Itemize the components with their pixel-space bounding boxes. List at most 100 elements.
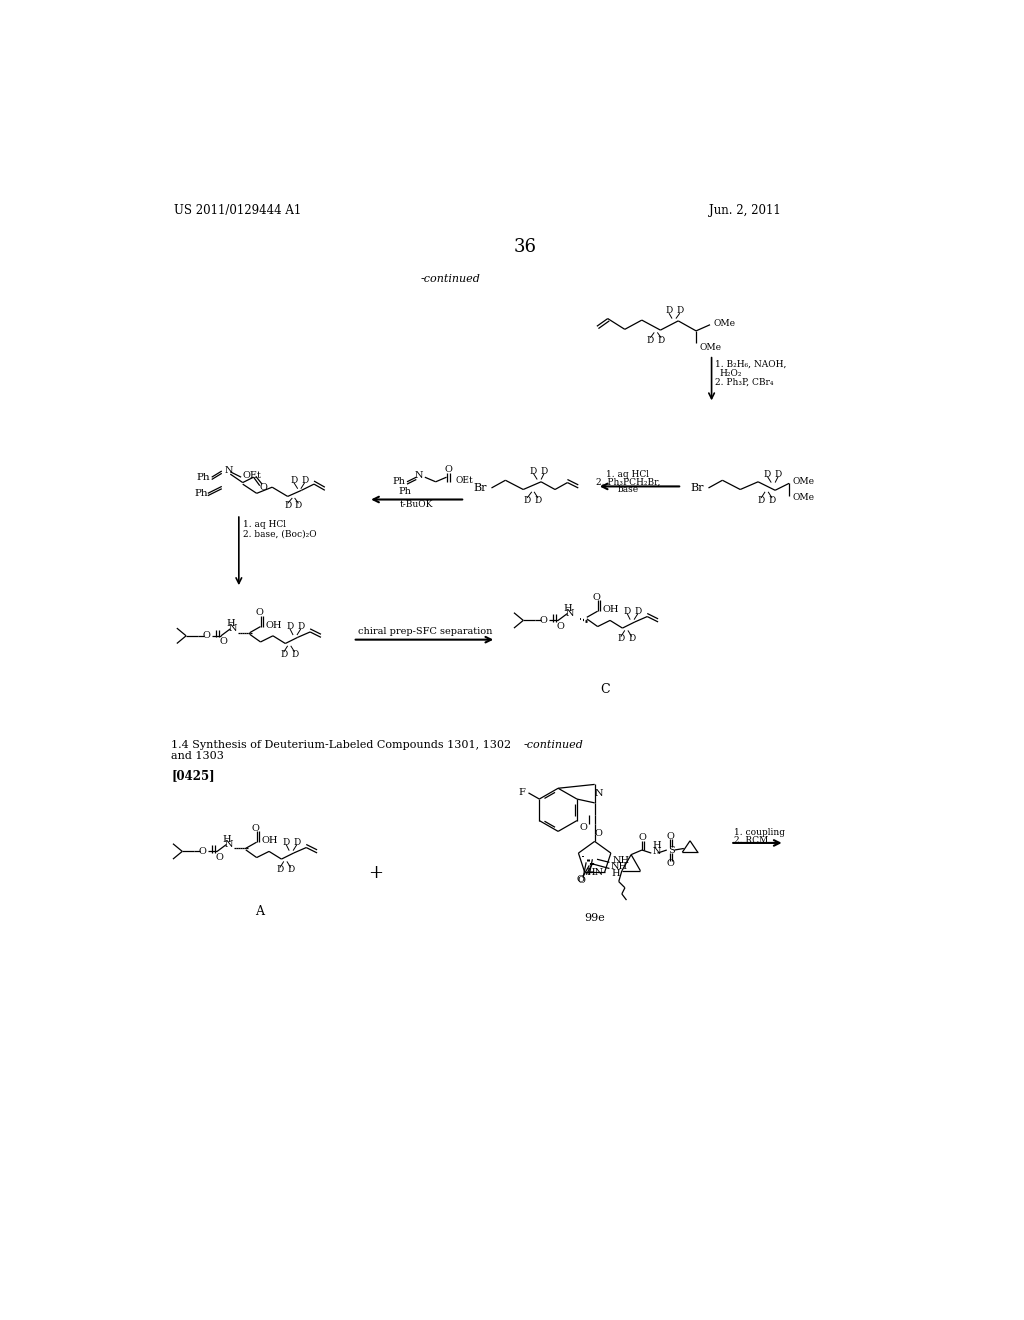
Text: D: D [628, 635, 635, 643]
Text: 1. B₂H₆, NAOH,: 1. B₂H₆, NAOH, [716, 359, 786, 368]
Text: D: D [535, 496, 542, 504]
Text: D: D [297, 622, 304, 631]
Text: N: N [224, 466, 232, 475]
Text: D: D [617, 635, 625, 643]
Text: OEt: OEt [456, 475, 473, 484]
Text: D: D [647, 335, 654, 345]
Text: H: H [222, 834, 230, 843]
Text: base: base [617, 484, 638, 494]
Text: [0425]: [0425] [171, 770, 215, 783]
Text: D: D [290, 475, 298, 484]
Text: N: N [415, 471, 423, 480]
Text: O: O [203, 631, 210, 640]
Text: H: H [611, 869, 620, 878]
Text: -continued: -continued [421, 275, 481, 284]
Text: H₂O₂: H₂O₂ [719, 368, 741, 378]
Text: D: D [291, 649, 298, 659]
Text: -continued: -continued [523, 741, 583, 750]
Text: N: N [228, 624, 237, 634]
Text: D: D [284, 502, 291, 510]
Text: 2. Ph₃P, CBr₄: 2. Ph₃P, CBr₄ [716, 378, 774, 387]
Text: 1.4 Synthesis of Deuterium-Labeled Compounds 1301, 1302: 1.4 Synthesis of Deuterium-Labeled Compo… [171, 741, 512, 750]
Text: A: A [255, 906, 264, 917]
Text: 2. RCM: 2. RCM [734, 836, 768, 845]
Text: Jun. 2, 2011: Jun. 2, 2011 [710, 205, 781, 218]
Text: N: N [653, 847, 662, 857]
Text: OH: OH [265, 620, 282, 630]
Text: Ph: Ph [197, 474, 210, 482]
Text: 2. Ph₃PCH₂Br,: 2. Ph₃PCH₂Br, [596, 478, 660, 486]
Text: D: D [676, 306, 683, 315]
Text: N: N [594, 789, 603, 799]
Text: 1. aq HCl: 1. aq HCl [606, 470, 649, 479]
Text: N: N [224, 840, 233, 849]
Text: F: F [519, 788, 525, 797]
Text: t-BuOK: t-BuOK [399, 500, 433, 510]
Text: OMe: OMe [713, 318, 735, 327]
Text: O: O [260, 483, 267, 491]
Text: O: O [255, 609, 263, 618]
Text: D: D [523, 496, 530, 504]
Text: 1. aq HCl: 1. aq HCl [243, 520, 286, 528]
Text: H: H [226, 619, 234, 628]
Text: NH: NH [612, 857, 630, 866]
Text: US 2011/0129444 A1: US 2011/0129444 A1 [174, 205, 302, 218]
Text: Ph: Ph [398, 487, 411, 495]
Text: D: D [774, 470, 782, 479]
Text: OMe: OMe [793, 492, 814, 502]
Text: O: O [638, 833, 646, 842]
Text: Ph: Ph [393, 478, 406, 486]
Text: O: O [595, 829, 602, 838]
Text: D: D [293, 838, 301, 846]
Text: O: O [578, 876, 586, 886]
Text: chiral prep-SFC separation: chiral prep-SFC separation [357, 627, 492, 636]
Text: D: D [283, 838, 290, 846]
Text: C: C [600, 684, 609, 696]
Text: D: D [768, 496, 775, 504]
Text: D: D [657, 335, 665, 345]
Text: NH: NH [611, 862, 628, 871]
Text: Ph: Ph [195, 488, 208, 498]
Text: O: O [251, 824, 259, 833]
Text: O: O [580, 824, 588, 832]
Text: H: H [563, 603, 571, 612]
Text: N: N [565, 609, 574, 618]
Text: D: D [529, 466, 537, 475]
Text: 99e: 99e [585, 912, 605, 923]
Text: OH: OH [602, 605, 618, 614]
Text: D: D [301, 475, 308, 484]
Text: OH: OH [261, 836, 278, 845]
Text: 36: 36 [513, 238, 537, 256]
Text: O: O [540, 616, 548, 624]
Text: OMe: OMe [699, 343, 721, 351]
Text: D: D [634, 607, 642, 615]
Text: D: D [758, 496, 765, 504]
Text: O: O [592, 593, 600, 602]
Text: D: D [287, 622, 294, 631]
Text: HN: HN [587, 867, 604, 876]
Text: O: O [444, 465, 452, 474]
Text: D: D [276, 866, 284, 874]
Text: D: D [287, 866, 294, 874]
Text: O: O [556, 622, 564, 631]
Text: +: + [369, 865, 384, 882]
Text: OEt: OEt [243, 471, 261, 480]
Text: and 1303: and 1303 [171, 751, 224, 760]
Text: 2. base, (Boc)₂O: 2. base, (Boc)₂O [243, 529, 316, 539]
Text: O: O [577, 875, 584, 884]
Text: O: O [667, 833, 675, 841]
Text: D: D [541, 466, 548, 475]
Text: D: D [666, 306, 673, 315]
Text: D: D [295, 502, 302, 510]
Text: O: O [199, 847, 207, 855]
Text: O: O [219, 638, 227, 647]
Text: O: O [667, 858, 675, 867]
Text: D: D [624, 607, 631, 615]
Text: D: D [281, 649, 288, 659]
Text: O: O [215, 853, 223, 862]
Text: OMe: OMe [793, 478, 814, 486]
Text: D: D [764, 470, 771, 479]
Text: Br: Br [474, 483, 487, 492]
Text: 1. coupling: 1. coupling [734, 828, 785, 837]
Text: S: S [669, 846, 675, 854]
